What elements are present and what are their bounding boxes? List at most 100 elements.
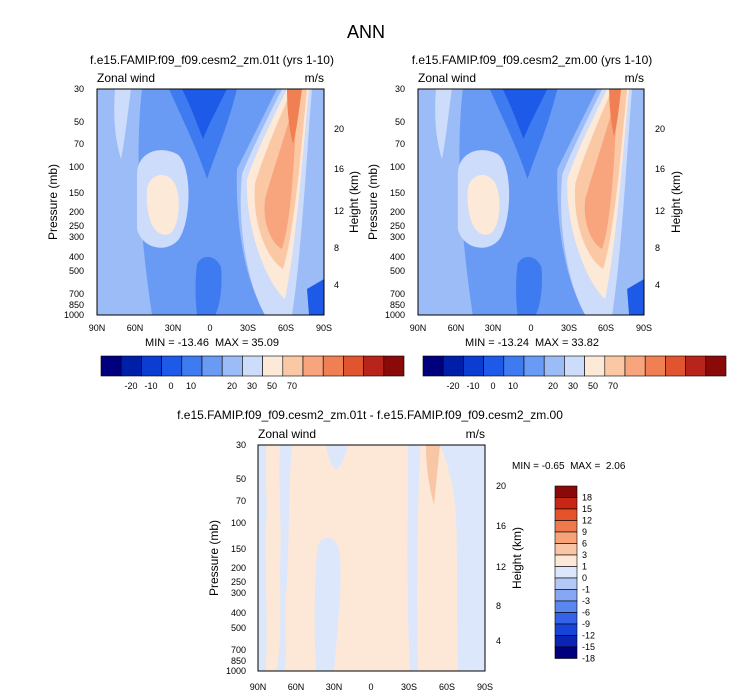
panel-3-xtick: 30S	[401, 682, 417, 692]
panel-3-field-sh-band	[407, 445, 420, 671]
panel-1-colorbar-label: 20	[227, 381, 237, 391]
panel-1-colorbar-tick-labels: -20 -10 0 10 20 30 50 70	[124, 381, 297, 391]
panel-2-ylabel: Pressure (mb)	[366, 164, 380, 240]
panel-2-field-sh-jet-core	[609, 89, 622, 137]
panel-3-xtick-labels: 90N 60N 30N 0 30S 60S 90S	[250, 682, 493, 692]
panel-2-title: f.e15.FAMIP.f09_f09.cesm2_zm.00 (yrs 1-1…	[412, 53, 653, 67]
panel-2-colorbar-label: 50	[588, 381, 598, 391]
panel-2-ytick: 200	[390, 207, 405, 217]
panel-3-ytick: 850	[231, 656, 246, 666]
panel-2-ytick: 500	[390, 266, 405, 276]
panel-3-ytick: 400	[231, 608, 246, 618]
panel-1-colorbar-box	[363, 355, 385, 377]
panel-3-colorbar-box	[554, 623, 578, 636]
panel-1-ytick-right: 20	[334, 124, 344, 134]
panel-3-colorbar-boxes	[554, 485, 578, 659]
panel-2-colorbar-box	[543, 355, 565, 377]
panel-3-field-sh-strat-max	[426, 445, 440, 505]
panel-2-colorbar-box	[422, 355, 444, 377]
panel-2-variable-label: Zonal wind	[418, 71, 476, 85]
panel-2-colorbar-label: 30	[568, 381, 578, 391]
panel-2-ytick: 250	[390, 221, 405, 231]
panel-3-ytick: 150	[231, 544, 246, 554]
panel-1-colorbar-label: -20	[124, 381, 137, 391]
panel-3-colorbar-box	[554, 508, 578, 521]
panel-2-field-nh-strat-jet	[435, 89, 452, 159]
panel-3-colorbar-box	[554, 543, 578, 556]
panel-3-field-top-patch	[326, 445, 348, 470]
panel-2-xtick: 60S	[598, 323, 614, 333]
panel-1-ytick: 50	[74, 117, 84, 127]
panel-2-colorbar-box	[644, 355, 666, 377]
panel-3-title: f.e15.FAMIP.f09_f09.cesm2_zm.01t - f.e15…	[177, 408, 563, 422]
panel-3-ytick: 250	[231, 577, 246, 587]
panel-1-colorbar-label: 0	[168, 381, 173, 391]
panel-1-ytick: 100	[69, 162, 84, 172]
panel-3-ytick-right-labels: 20 16 12 8 4	[496, 481, 506, 646]
panel-1-xtick: 90S	[316, 323, 332, 333]
panel-3-colorbar-box	[554, 600, 578, 613]
panel-1-colorbar-box	[383, 355, 405, 377]
panel-2-colorbar-label: 0	[490, 381, 495, 391]
panel-2-colorbar-box	[523, 355, 545, 377]
panel-3-field-sh-polar	[440, 445, 485, 671]
panel-1-field-sh-jet-4	[264, 94, 297, 249]
panel-2-field-trop-easterly	[516, 256, 542, 315]
panel-3-colorbar-box	[554, 589, 578, 602]
panel-3-colorbar-box	[554, 554, 578, 567]
panel-3-colorbar-label: -6	[582, 608, 590, 618]
panel-1-title: f.e15.FAMIP.f09_f09.cesm2_zm.01t (yrs 1-…	[90, 53, 334, 67]
panel-2-colorbar-label: -20	[446, 381, 459, 391]
panel-1-ytick-right: 4	[334, 280, 339, 290]
panel-1-field-nh-westerly	[97, 89, 152, 315]
panel-2-xtick: 30S	[561, 323, 577, 333]
panel-1-xtick: 60S	[278, 323, 294, 333]
panel-1-xtick: 0	[207, 323, 212, 333]
panel-3-min-max: MIN = -0.65 MAX = 2.06	[512, 461, 626, 472]
panel-2-colorbar-box	[442, 355, 464, 377]
panel-3-colorbar-label: -18	[582, 654, 595, 664]
panel-3-field-small-patch	[343, 627, 350, 642]
panel-1: f.e15.FAMIP.f09_f09.cesm2_zm.01t (yrs 1-…	[46, 53, 405, 391]
panel-1-field-strat-easterly-core	[182, 89, 227, 139]
panel-1-colorbar-label: 50	[267, 381, 277, 391]
panel-3-units-label: m/s	[466, 427, 485, 441]
panel-3-xtick: 90S	[477, 682, 493, 692]
panel-2-xtick-labels: 90N 60N 30N 0 30S 60S 90S	[410, 323, 652, 333]
panel-3-ytick-labels: 30 50 70 100 150 200 250 300 400 500 700…	[226, 440, 246, 676]
panel-3-ytick: 700	[231, 645, 246, 655]
panel-1-ytick: 70	[74, 139, 84, 149]
panel-3-colorbar-label: 6	[582, 539, 587, 549]
panel-2-xtick: 90S	[636, 323, 652, 333]
panel-3-colorbar-box	[554, 497, 578, 510]
panel-1-colorbar-box	[221, 355, 243, 377]
panel-3-colorbar-label: -15	[582, 642, 595, 652]
panel-1-ytick: 30	[74, 84, 84, 94]
panel-3-ytick: 50	[236, 474, 246, 484]
panel-3-ytick: 200	[231, 563, 246, 573]
panel-2-ytick: 100	[390, 162, 405, 172]
panel-1-colorbar-label: 10	[186, 381, 196, 391]
panel-2-ytick-right: 16	[655, 164, 665, 174]
panel-3-xtick: 60S	[439, 682, 455, 692]
panel-1-colorbar-boxes	[100, 355, 405, 377]
panel-3-field-nh-polar	[258, 445, 267, 671]
panel-3-ytick: 300	[231, 588, 246, 598]
panel-3-colorbar-label: -1	[582, 585, 590, 595]
panel-3-colorbar-box	[554, 612, 578, 625]
panel-1-colorbar-box	[120, 355, 142, 377]
panel-2-colorbar-tick-labels: -20 -10 0 10 20 30 50 70	[446, 381, 618, 391]
panel-3-colorbar-label: 9	[582, 527, 587, 537]
panel-3-colorbar-label: -3	[582, 596, 590, 606]
panel-3-axes-frame	[257, 444, 486, 672]
panel-3-colorbar-box	[554, 577, 578, 590]
panel-2-ytick: 50	[395, 117, 405, 127]
panel-2-colorbar-box	[564, 355, 585, 377]
panel-3-ytick-right: 12	[496, 562, 506, 572]
panel-1-min-max: MIN = -13.46 MAX = 35.09	[145, 337, 279, 349]
page-title: ANN	[347, 22, 385, 42]
panel-2-min-max: MIN = -13.24 MAX = 33.82	[465, 337, 599, 349]
panel-1-colorbar-label: -10	[144, 381, 157, 391]
panel-3-ytick-right: 4	[496, 636, 501, 646]
